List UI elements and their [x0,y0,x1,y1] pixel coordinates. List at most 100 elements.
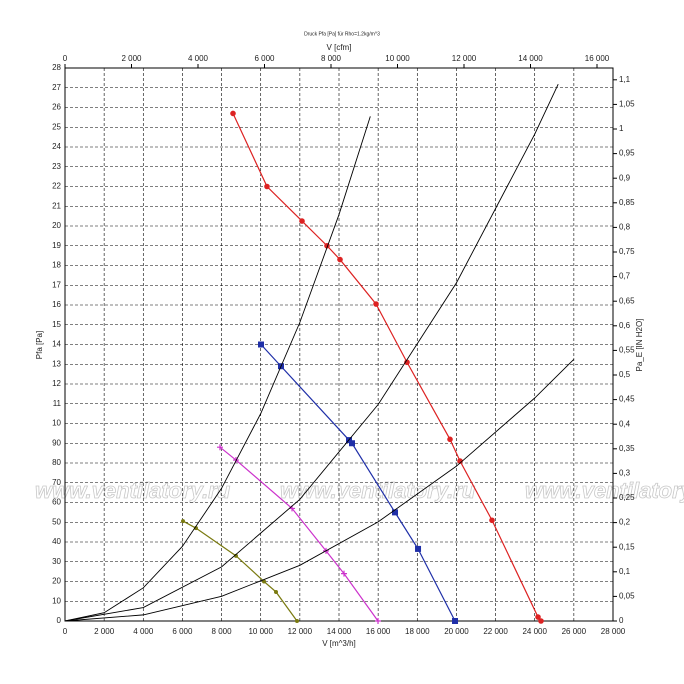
x2-tick-label: 14 000 [518,54,543,63]
y-tick-label: 50 [52,517,61,526]
marker [273,589,278,594]
x2-axis-label: V [cfm] [327,43,352,52]
y2-tick-label: 1 [619,124,624,133]
y-tick-label: 11 [53,399,62,408]
y-tick-label: 16 [52,300,61,309]
x2-tick-label: 8 000 [321,54,342,63]
x-tick-label: 4 000 [133,627,154,636]
x-tick-label: 20 000 [444,627,469,636]
marker [341,570,348,577]
marker [489,517,495,524]
y-tick-label: 27 [52,83,61,92]
y-tick-label: 20 [52,221,61,230]
series-line [64,84,559,622]
marker [415,545,422,552]
y-tick-label: 10 [52,419,61,428]
y2-tick-label: 0,25 [619,493,635,502]
y2-tick-label: 0,85 [619,198,635,207]
marker [180,519,185,524]
marker [375,618,382,624]
marker [299,218,305,224]
x-tick-label: 8 000 [212,627,233,636]
y-tick-label: 28 [52,63,61,72]
y-tick-label: 12 [52,379,61,388]
watermark: www.ventilatory.ru [525,478,684,503]
y-axis-label: Pfa [Pa] [35,331,44,359]
x-tick-label: 22 000 [483,627,508,636]
x-tick-label: 24 000 [522,627,547,636]
marker [262,579,267,584]
y2-tick-label: 0,9 [619,173,631,182]
series-line [182,520,298,622]
marker [538,618,544,624]
marker [404,359,410,366]
marker [294,619,299,623]
y2-tick-label: 0,4 [619,419,631,428]
y-tick-label: 19 [52,241,61,250]
x-tick-label: 26 000 [562,627,587,636]
x-tick-label: 18 000 [405,627,430,636]
series-line [219,446,379,622]
y-tick-label: 21 [52,201,61,210]
marker [392,509,399,516]
y-tick-label: 15 [52,320,61,329]
y-tick-label: 25 [52,122,61,131]
y-tick-label: 14 [52,340,61,349]
x2-tick-label: 4 000 [188,54,209,63]
x2-tick-label: 6 000 [254,54,275,63]
marker [258,341,265,348]
y2-tick-label: 1,05 [619,100,635,109]
y-tick-label: 23 [52,162,61,171]
y-tick-label: 20 [52,577,61,586]
x-axis-label: V [m^3/h] [322,639,356,648]
x2-tick-label: 16 000 [585,54,610,63]
marker [264,183,270,190]
x2-tick-label: 2 000 [121,54,142,63]
marker [457,458,463,464]
y-tick-label: 0 [57,616,62,625]
x2-tick-label: 10 000 [385,54,410,63]
marker [452,618,459,624]
x2-tick-label: 0 [63,54,68,63]
marker [230,110,236,117]
y2-tick-label: 0,7 [619,272,631,281]
y2-tick-label: 0,8 [619,223,631,232]
series-line [232,113,542,622]
x-tick-label: 12 000 [288,627,313,636]
marker [337,256,343,263]
y-tick-label: 60 [52,498,61,507]
y2-tick-label: 0,5 [619,370,631,379]
y-tick-label: 70 [52,478,61,487]
x-tick-label: 2 000 [94,627,115,636]
y-tick-label: 13 [52,359,61,368]
x-tick-label: 16 000 [366,627,391,636]
y2-tick-label: 0,15 [619,542,635,551]
y-tick-label: 40 [52,537,61,546]
x-tick-label: 28 000 [601,627,626,636]
plot-frame [64,67,614,622]
y-tick-label: 22 [52,182,61,191]
y2-tick-label: 0,75 [619,247,635,256]
series-line [64,116,371,622]
y2-tick-label: 0,55 [619,346,635,355]
x-tick-label: 6 000 [172,627,193,636]
y2-tick-label: 0,2 [619,518,631,527]
marker [217,444,224,451]
marker [348,440,355,447]
y2-tick-label: 0,6 [619,321,631,330]
series-line [64,358,575,622]
marker [447,436,453,443]
y2-tick-label: 0,35 [619,444,635,453]
y-tick-label: 30 [52,557,61,566]
y2-tick-label: 0,95 [619,149,635,158]
y2-tick-label: 0 [619,616,624,625]
x-tick-label: 10 000 [248,627,273,636]
y-tick-label: 90 [52,438,61,447]
x-tick-label: 0 [63,627,68,636]
y-tick-label: 24 [52,142,61,151]
y2-tick-label: 0,45 [619,395,635,404]
y-tick-label: 80 [52,458,61,467]
x-tick-label: 14 000 [327,627,352,636]
y-tick-label: 17 [52,280,61,289]
